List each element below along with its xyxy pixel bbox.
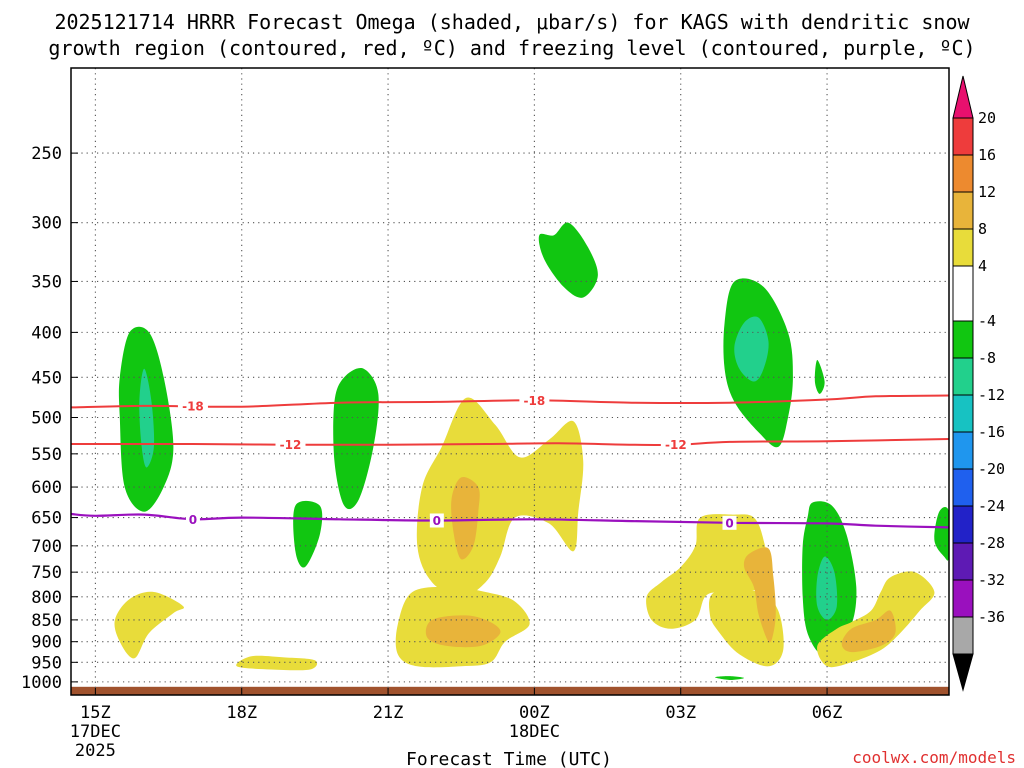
colorbar-swatch-3 (952, 228, 974, 267)
contour-label-bg-5 (429, 513, 444, 528)
colorbar-label-13: -36 (978, 608, 1005, 626)
contour-label-bg-1 (519, 393, 550, 408)
x-tick-label-06Z: 06Z (812, 703, 843, 723)
colorbar: 20 16 12 8 4 -4 -8 -12 -16 -20 -24 -28 -32 -36 (952, 75, 1005, 692)
colorbar-swatch-6 (952, 357, 974, 396)
colorbar-label-0: 20 (978, 109, 996, 127)
colorbar-swatch-11 (952, 542, 974, 581)
y-tick-label-750: 750 (31, 563, 62, 583)
chart-title-line1: 2025121714 HRRR Forecast Omega (shaded, … (54, 10, 970, 34)
omega-region-1 (139, 368, 155, 468)
contour-label-1: -18 (524, 394, 546, 408)
omega-region-18 (743, 547, 776, 643)
freezing-level-line (71, 512, 949, 529)
colorbar-swatch-4 (952, 265, 974, 322)
credit-text: coolwx.com/models (852, 748, 1016, 767)
x-tick-date-15Z: 17DEC (70, 722, 121, 742)
y-tick-label-450: 450 (31, 368, 62, 388)
y-tick-label-1000: 1000 (21, 673, 62, 693)
colorbar-top-arrow (952, 75, 974, 119)
omega-region-20 (236, 655, 318, 671)
contour-label-5: 0 (433, 514, 441, 528)
x-tick-label-21Z: 21Z (373, 703, 404, 723)
x-axis-title: Forecast Time (UTC) (406, 749, 612, 768)
colorbar-label-7: -12 (978, 386, 1005, 404)
colorbar-label-3: 8 (978, 220, 987, 238)
omega-region-16 (646, 514, 770, 629)
x-tick-date-00Z: 18DEC (509, 722, 560, 742)
colorbar-swatch-8 (952, 431, 974, 470)
contour-line--12 (71, 438, 949, 446)
colorbar-swatch-5 (952, 320, 974, 359)
y-tick-label-350: 350 (31, 272, 62, 292)
contour-label-2: -12 (280, 438, 302, 452)
contour-label-6: 0 (725, 516, 733, 530)
colorbar-swatch-2 (952, 191, 974, 230)
contour-label-bg-2 (275, 437, 306, 452)
colorbar-label-11: -28 (978, 534, 1005, 552)
colorbar-swatch-12 (952, 579, 974, 618)
omega-region-12 (416, 397, 584, 597)
x-tick-label-15Z: 15Z (80, 703, 111, 723)
chart-title-line2: growth region (contoured, red, ºC) and f… (48, 36, 975, 60)
plot-frame (70, 67, 950, 696)
omega-fill-layer (71, 222, 949, 695)
colorbar-bottom-arrow (952, 653, 974, 692)
y-tick-label-900: 900 (31, 633, 62, 653)
contour-label-bg-3 (660, 437, 691, 452)
colorbar-label-10: -24 (978, 497, 1005, 515)
surface-band (71, 686, 949, 695)
colorbar-label-5: -4 (978, 312, 996, 330)
colorbar-swatch-13 (952, 616, 974, 655)
y-tick-label-550: 550 (31, 445, 62, 465)
contour-label-bg-4 (185, 512, 200, 527)
colorbar-label-2: 12 (978, 183, 996, 201)
y-tick-label-850: 850 (31, 611, 62, 631)
y-tick-label-600: 600 (31, 478, 62, 498)
omega-region-10 (934, 507, 949, 561)
omega-region-13 (451, 476, 480, 560)
x-tick-label-00Z: 00Z (519, 703, 550, 723)
y-tick-label-400: 400 (31, 323, 62, 343)
y-tick-label-800: 800 (31, 588, 62, 608)
omega-region-4 (293, 500, 323, 568)
y-tick-label-950: 950 (31, 653, 62, 673)
y-axis: 2503003504004505005506006507007508008509… (21, 144, 78, 693)
colorbar-label-4: 4 (978, 257, 987, 275)
x-tick-year-15Z: 2025 (75, 741, 116, 761)
contour-label-layer: -18 -18 -12 -12 0 0 0 (177, 393, 737, 530)
colorbar-swatch-9 (952, 468, 974, 507)
x-tick-label-18Z: 18Z (226, 703, 257, 723)
y-tick-label-700: 700 (31, 537, 62, 557)
colorbar-swatch-1 (952, 154, 974, 193)
contour-label-3: -12 (665, 438, 687, 452)
contour-label-4: 0 (189, 513, 197, 527)
colorbar-label-6: -8 (978, 349, 996, 367)
colorbar-label-12: -32 (978, 571, 1005, 589)
contour-label-bg-0 (177, 398, 208, 413)
y-tick-label-500: 500 (31, 408, 62, 428)
contour-label-0: -18 (182, 399, 204, 413)
omega-region-7 (814, 360, 825, 394)
contour-label-bg-6 (722, 515, 737, 530)
colorbar-label-9: -20 (978, 460, 1005, 478)
grid-layer (71, 68, 949, 695)
omega-region-19 (114, 591, 184, 659)
y-tick-label-650: 650 (31, 509, 62, 529)
omega-region-3 (333, 368, 379, 510)
y-tick-label-300: 300 (31, 214, 62, 234)
colorbar-swatch-7 (952, 394, 974, 433)
x-tick-label-03Z: 03Z (665, 703, 696, 723)
colorbar-swatch-0 (952, 117, 974, 156)
omega-region-11 (714, 676, 745, 681)
colorbar-swatch-10 (952, 505, 974, 544)
colorbar-label-8: -16 (978, 423, 1005, 441)
colorbar-label-1: 16 (978, 146, 996, 164)
omega-region-15 (425, 615, 501, 648)
y-tick-label-250: 250 (31, 144, 62, 164)
omega-region-2 (538, 222, 598, 298)
